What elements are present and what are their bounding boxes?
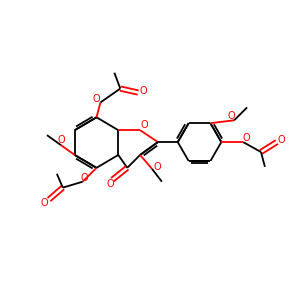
Text: O: O (242, 133, 250, 143)
Text: O: O (40, 197, 48, 208)
Text: O: O (81, 173, 88, 183)
Text: O: O (140, 120, 148, 130)
Text: O: O (57, 135, 64, 145)
Text: O: O (139, 85, 147, 96)
Text: O: O (93, 94, 100, 104)
Text: O: O (106, 179, 114, 189)
Text: O: O (278, 135, 286, 145)
Text: O: O (153, 162, 161, 172)
Text: O: O (227, 111, 235, 121)
